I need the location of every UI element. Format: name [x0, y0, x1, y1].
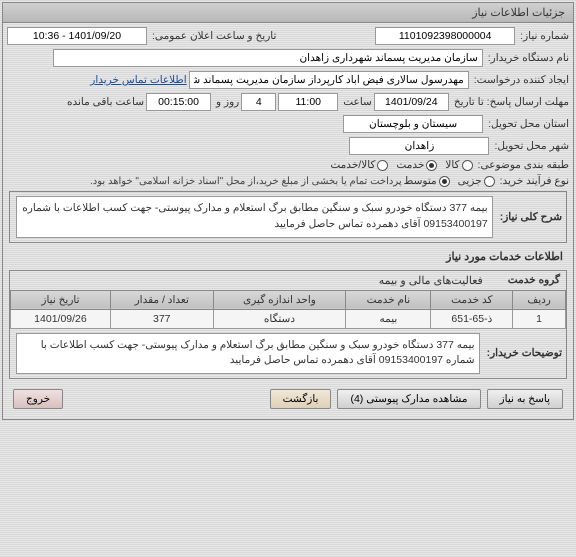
row-process: نوع فرآیند خرید: جزیی متوسط پرداخت تمام …	[7, 175, 569, 187]
label-announce: تاریخ و ساعت اعلان عمومی:	[152, 30, 276, 42]
label-desc: شرح کلی نیاز:	[500, 211, 562, 223]
label-process: نوع فرآیند خرید:	[500, 175, 569, 187]
label-service-group: گروه خدمت	[508, 274, 560, 286]
button-row: پاسخ به نیاز مشاهده مدارک پیوستی (4) باز…	[7, 383, 569, 415]
table-header-row: ردیف کد خدمت نام خدمت واحد اندازه گیری ت…	[11, 290, 566, 309]
field-days	[241, 93, 276, 111]
field-deadline-date	[374, 93, 449, 111]
label-need-number: شماره نیاز:	[520, 30, 569, 42]
row-deadline: مهلت ارسال پاسخ: تا تاریخ ساعت روز و ساع…	[7, 93, 569, 111]
th-date: تاریخ نیاز	[11, 290, 111, 309]
field-creator	[189, 71, 469, 89]
th-code: کد خدمت	[431, 290, 513, 309]
td-name: بیمه	[346, 309, 431, 328]
field-remaining	[146, 93, 211, 111]
desc-text: بیمه 377 دستگاه خودرو سبک و سنگین مطابق …	[16, 196, 493, 238]
label-city: شهر محل تحویل:	[494, 140, 569, 152]
row-buyer: نام دستگاه خریدار:	[7, 49, 569, 67]
radio-group-category: کالا خدمت کالا/خدمت	[330, 159, 472, 171]
label-buyer-desc: توضیحات خریدار:	[487, 347, 562, 359]
radio-partial[interactable]: جزیی	[458, 175, 495, 187]
label-remaining: ساعت باقی مانده	[67, 96, 144, 108]
td-qty: 377	[110, 309, 213, 328]
services-table: ردیف کد خدمت نام خدمت واحد اندازه گیری ت…	[10, 290, 566, 329]
link-buyer-contact[interactable]: اطلاعات تماس خریدار	[90, 74, 186, 86]
exit-button[interactable]: خروج	[13, 389, 63, 409]
back-button[interactable]: بازگشت	[270, 389, 332, 409]
view-docs-button[interactable]: مشاهده مدارک پیوستی (4)	[337, 389, 480, 409]
main-panel: جزئیات اطلاعات نیاز شماره نیاز: تاریخ و …	[2, 2, 574, 420]
th-name: نام خدمت	[346, 290, 431, 309]
td-row: 1	[513, 309, 566, 328]
radio-group-process: جزیی متوسط	[404, 175, 495, 187]
desc-panel: شرح کلی نیاز: بیمه 377 دستگاه خودرو سبک …	[9, 191, 567, 243]
th-qty: تعداد / مقدار	[110, 290, 213, 309]
row-creator: ایجاد کننده درخواست: اطلاعات تماس خریدار	[7, 71, 569, 89]
label-category: طبقه بندی موضوعی:	[478, 159, 569, 171]
row-category: طبقه بندی موضوعی: کالا خدمت کالا/خدمت	[7, 159, 569, 171]
label-deadline: مهلت ارسال پاسخ: تا تاریخ	[454, 96, 569, 108]
field-city	[349, 137, 489, 155]
td-unit: دستگاه	[213, 309, 346, 328]
td-code: ذ-65-651	[431, 309, 513, 328]
services-title: اطلاعات خدمات مورد نیاز	[7, 247, 569, 266]
label-dayand: روز و	[216, 96, 239, 108]
row-desc: شرح کلی نیاز: بیمه 377 دستگاه خودرو سبک …	[10, 192, 566, 242]
row-province: استان محل تحویل:	[7, 115, 569, 133]
main-header: جزئیات اطلاعات نیاز	[3, 3, 573, 23]
buyer-desc-text: بیمه 377 دستگاه خودرو سبک و سنگین مطابق …	[16, 333, 480, 375]
field-province	[343, 115, 483, 133]
field-deadline-time	[278, 93, 338, 111]
radio-service[interactable]: خدمت	[396, 159, 437, 171]
row-service-group: گروه خدمت فعالیت‌های مالی و بیمه	[10, 271, 566, 290]
radio-goods-service[interactable]: کالا/خدمت	[330, 159, 388, 171]
row-city: شهر محل تحویل:	[7, 137, 569, 155]
td-date: 1401/09/26	[11, 309, 111, 328]
field-need-number	[375, 27, 515, 45]
field-buyer	[53, 49, 483, 67]
table-row: 1 ذ-65-651 بیمه دستگاه 377 1401/09/26	[11, 309, 566, 328]
service-group-val: فعالیت‌های مالی و بیمه	[379, 274, 483, 287]
th-unit: واحد اندازه گیری	[213, 290, 346, 309]
radio-goods[interactable]: کالا	[445, 159, 472, 171]
radio-medium[interactable]: متوسط	[404, 175, 450, 187]
row-need-number: شماره نیاز: تاریخ و ساعت اعلان عمومی:	[7, 27, 569, 45]
label-province: استان محل تحویل:	[488, 118, 569, 130]
service-group-panel: گروه خدمت فعالیت‌های مالی و بیمه ردیف کد…	[9, 270, 567, 380]
row-buyer-desc: توضیحات خریدار: بیمه 377 دستگاه خودرو سب…	[10, 329, 566, 379]
respond-button[interactable]: پاسخ به نیاز	[487, 389, 563, 409]
label-buyer: نام دستگاه خریدار:	[488, 52, 569, 64]
field-announce	[7, 27, 147, 45]
th-row: ردیف	[513, 290, 566, 309]
label-time1: ساعت	[343, 96, 372, 108]
panel-body: شماره نیاز: تاریخ و ساعت اعلان عمومی: نا…	[3, 23, 573, 419]
note-payment: پرداخت تمام یا بخشی از مبلغ خرید،از محل …	[90, 176, 402, 187]
label-creator: ایجاد کننده درخواست:	[474, 74, 569, 86]
